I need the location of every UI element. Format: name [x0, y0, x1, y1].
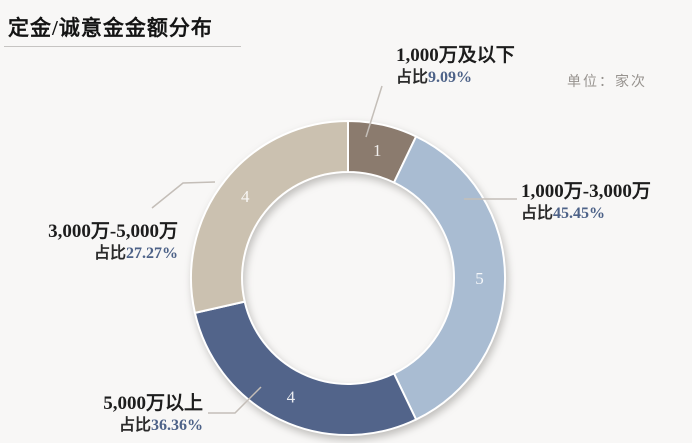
callout-under-1000: 1,000万及以下 占比9.09%	[396, 44, 515, 88]
segment-share: 占比9.09%	[396, 68, 515, 88]
share-prefix: 占比	[521, 205, 554, 222]
share-value: 27.27%	[126, 245, 178, 262]
leader-line-bottom	[208, 386, 262, 414]
share-prefix: 占比	[118, 417, 151, 434]
leader-line-top	[365, 85, 383, 138]
callout-3000-5000: 3,000万-5,000万 占比27.27%	[48, 220, 178, 264]
share-value: 45.45%	[553, 205, 606, 222]
share-value: 9.09%	[428, 69, 473, 86]
segment-value-label: 4	[241, 187, 250, 206]
segment-value-label: 1	[373, 141, 382, 160]
callout-over-5000: 5,000万以上 占比36.36%	[103, 392, 203, 436]
share-value: 36.36%	[151, 417, 203, 434]
segment-label: 1,000万-3,000万	[521, 181, 651, 202]
segment-label: 3,000万-5,000万	[48, 221, 178, 242]
leader-lines	[151, 85, 517, 414]
donut-segment-3[interactable]	[190, 119, 349, 315]
share-prefix: 占比	[396, 69, 429, 86]
share-prefix: 占比	[93, 245, 126, 262]
page-title: 定金/诚意金金额分布	[8, 16, 213, 40]
segment-share: 占比36.36%	[103, 416, 203, 436]
segment-label: 5,000万以上	[103, 393, 203, 414]
segment-label: 1,000万及以下	[396, 45, 515, 66]
title-underline	[4, 46, 241, 47]
callout-1000-3000: 1,000万-3,000万 占比45.45%	[521, 180, 651, 224]
donut-segment-1[interactable]	[392, 135, 507, 421]
segment-share: 占比27.27%	[48, 244, 178, 264]
donut-segment-2[interactable]	[193, 300, 418, 437]
segment-value-label: 4	[287, 388, 296, 407]
segment-value-label: 5	[475, 269, 484, 288]
leader-line-left	[151, 181, 216, 209]
unit-label: 单位：家次	[567, 75, 647, 90]
segment-share: 占比45.45%	[521, 204, 651, 224]
